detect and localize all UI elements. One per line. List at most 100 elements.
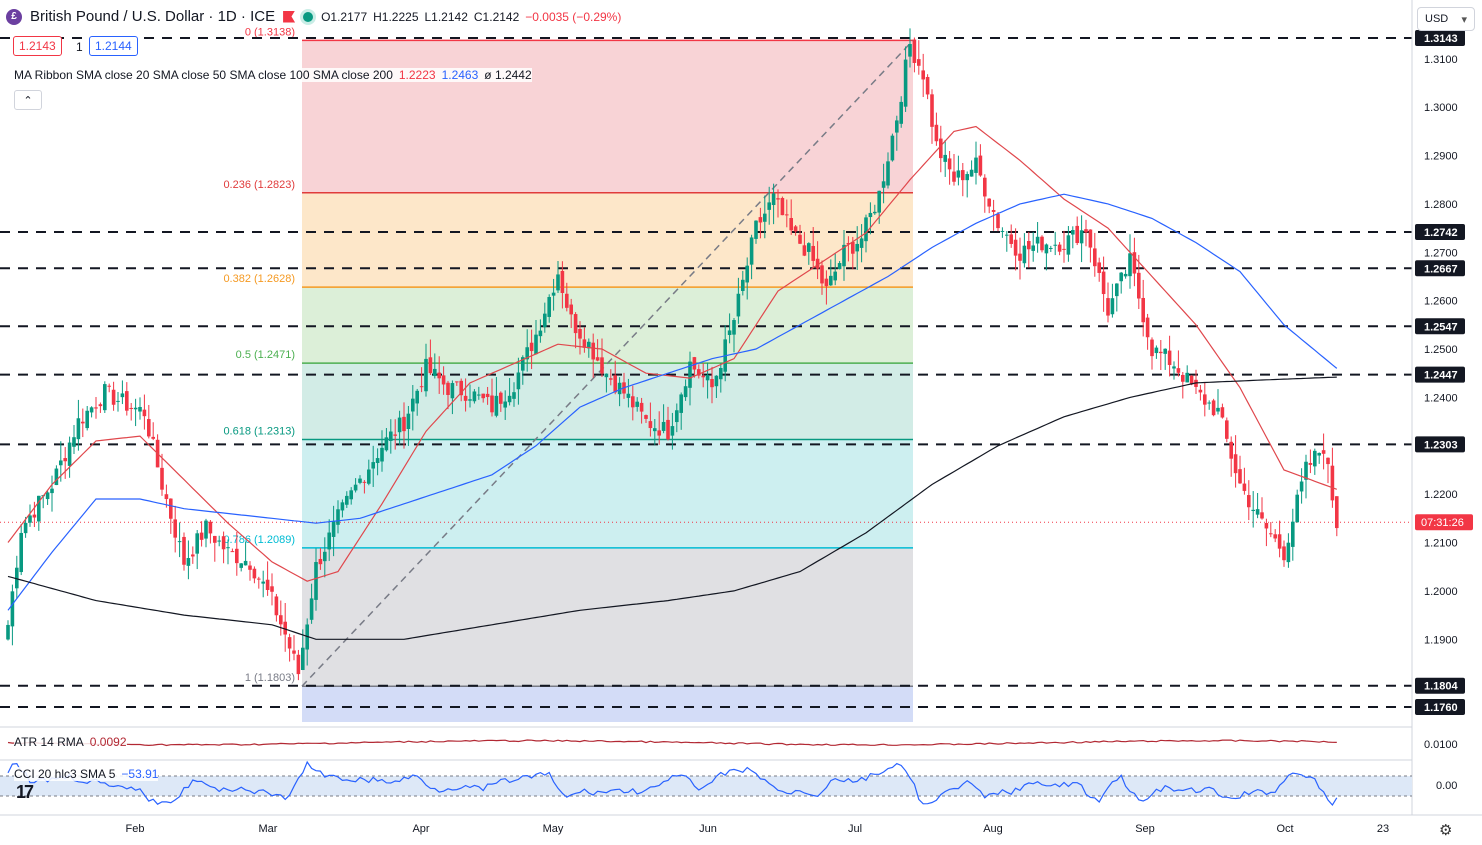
candle-body (1128, 253, 1132, 277)
candle-body (587, 341, 591, 349)
candle-body (582, 339, 587, 348)
price-tick-label: 1.3100 (1424, 54, 1458, 66)
price-tick-label: 1.1900 (1424, 634, 1458, 646)
candle-body (120, 393, 125, 398)
candle-body (1137, 272, 1141, 299)
level-price-label: 1.3143 (1424, 33, 1458, 45)
candle-body (485, 393, 490, 398)
candle-body (499, 392, 503, 404)
bid-button[interactable]: 1.2143 (13, 36, 62, 56)
candle-body (692, 357, 697, 370)
symbol-title[interactable]: British Pound / U.S. Dollar · 1D · ICE (30, 8, 276, 25)
candle-body (842, 244, 846, 267)
candle-body (1053, 244, 1057, 246)
candle-body (811, 245, 815, 261)
time-tick-label: May (543, 823, 564, 835)
candle-body (1005, 234, 1009, 236)
candle-body (243, 560, 248, 566)
candle-body (455, 381, 459, 383)
candle-body (186, 558, 191, 566)
candle-body (943, 154, 947, 162)
candle-body (221, 536, 226, 550)
price-tick-label: 1.2600 (1424, 296, 1458, 308)
candle-body (666, 419, 670, 440)
candle-body (191, 554, 195, 557)
ma-ribbon-value-1: 1.2223 (398, 68, 436, 82)
candle-body (1022, 245, 1027, 264)
candle-body (393, 434, 397, 436)
candle-body (516, 372, 521, 390)
candle-body (463, 395, 468, 401)
candle-body (1057, 244, 1062, 252)
candle-body (1079, 230, 1084, 244)
candle-body (177, 541, 182, 543)
ma-ribbon-legend[interactable]: MA Ribbon SMA close 20 SMA close 50 SMA … (14, 68, 532, 82)
candle-body (1335, 496, 1339, 529)
candle-body (670, 426, 675, 436)
time-tick-label: Oct (1276, 823, 1293, 835)
candle-body (675, 410, 679, 423)
candle-body (1172, 366, 1176, 369)
candle-body (705, 375, 710, 381)
candle-body (1141, 297, 1145, 323)
level-price-badge (1415, 30, 1465, 46)
candle-body (235, 548, 239, 564)
level-price-label: 1.2447 (1424, 370, 1458, 382)
candle-body (279, 615, 283, 625)
candle-body (952, 171, 956, 182)
candle-body (1031, 245, 1035, 251)
candle-body (199, 532, 204, 540)
level-price-badge (1415, 436, 1465, 453)
tradingview-logo: 17 (16, 782, 34, 802)
candle-body (133, 407, 138, 410)
collapse-button[interactable]: ⌃ (14, 90, 42, 110)
cci-legend[interactable]: CCI 20 hlc3 SMA 5 −53.91 (14, 767, 159, 781)
candle-body (749, 237, 754, 265)
price-axis-background (1412, 0, 1482, 845)
candle-body (1189, 375, 1194, 385)
candle-body (1000, 230, 1005, 232)
price-tick-label: 1.2400 (1424, 392, 1458, 404)
candle-body (1242, 483, 1247, 491)
atr-legend[interactable]: ATR 14 RMA 0.0092 (14, 735, 127, 749)
candle-body (644, 415, 648, 419)
candle-body (631, 396, 635, 408)
candle-body (1119, 272, 1123, 282)
candle-body (855, 243, 859, 252)
candle-body (569, 304, 573, 315)
candle-body (1018, 253, 1022, 261)
candle-body (248, 565, 252, 570)
candle-body (1295, 494, 1299, 523)
candle-body (195, 533, 199, 554)
price-tick-label: 1.2100 (1424, 538, 1458, 550)
candle-body (820, 265, 824, 284)
candle-body (565, 293, 569, 308)
candle-body (925, 76, 930, 95)
flag-icon[interactable] (283, 10, 296, 23)
low-value: L1.2142 (424, 9, 468, 24)
currency-select[interactable]: USD (1417, 7, 1475, 31)
candle-body (903, 59, 908, 107)
level-price-label: 1.2742 (1424, 227, 1458, 239)
candle-body (1084, 229, 1088, 233)
candle-body (578, 328, 582, 339)
candle-body (895, 120, 899, 133)
fib-label: 0.236 (1.2823) (223, 179, 295, 191)
candle-body (939, 138, 943, 159)
candle-body (323, 551, 327, 562)
ask-button[interactable]: 1.2144 (89, 36, 138, 56)
candle-body (10, 591, 15, 627)
candle-body (785, 214, 789, 216)
gear-icon[interactable]: ⚙ (1439, 822, 1453, 839)
candle-body (789, 218, 793, 231)
candle-body (129, 407, 133, 409)
candle-body (595, 357, 600, 361)
candle-body (384, 437, 389, 451)
candle-body (741, 279, 745, 291)
candle-body (107, 385, 111, 387)
candle-body (32, 514, 37, 518)
level-price-badge (1415, 699, 1465, 715)
candle-body (345, 495, 349, 505)
chart-header: £ British Pound / U.S. Dollar · 1D · ICE… (6, 8, 621, 25)
